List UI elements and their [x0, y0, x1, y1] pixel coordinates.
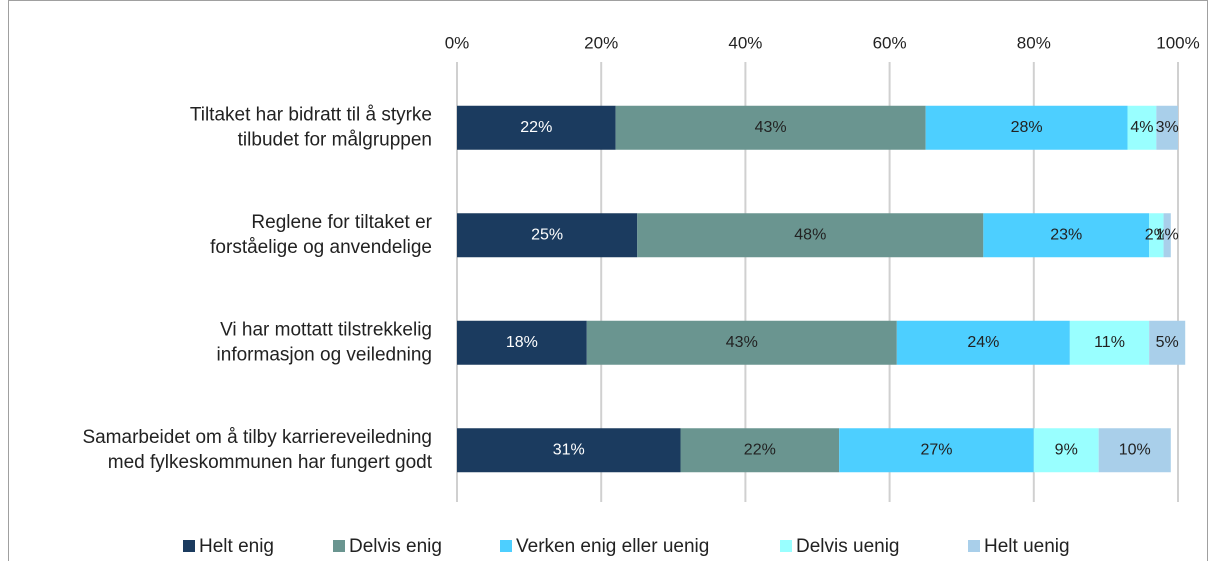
legend-swatch	[333, 540, 345, 552]
bar-segment	[457, 213, 638, 258]
bar-segment	[839, 428, 1034, 473]
data-label: 4%	[1130, 119, 1153, 136]
data-label: 43%	[726, 334, 758, 351]
bar-segment	[1163, 213, 1171, 258]
bar-segment	[1069, 320, 1150, 365]
x-tick-label: 60%	[873, 33, 907, 52]
data-label: 5%	[1156, 334, 1179, 351]
category-label: med fylkeskommunen har fungert godt	[108, 452, 433, 473]
bar-segment	[457, 428, 681, 473]
legend-label: Verken enig eller uenig	[516, 536, 709, 557]
data-label: 28%	[1011, 119, 1043, 136]
legend-label: Helt enig	[199, 536, 274, 557]
x-tick-label: 20%	[584, 33, 618, 52]
data-label: 2%	[1145, 226, 1168, 243]
data-label: 24%	[967, 334, 999, 351]
category-label: forståelige og anvendelige	[210, 237, 432, 258]
data-label: 23%	[1050, 226, 1082, 243]
bar-segment	[896, 320, 1070, 365]
data-label: 10%	[1119, 441, 1151, 458]
data-label: 22%	[744, 441, 776, 458]
bar-segment	[1098, 428, 1171, 473]
x-tick-label: 0%	[445, 33, 470, 52]
legend-swatch	[780, 540, 792, 552]
category-label: Vi har mottatt tilstrekkelig	[220, 319, 432, 340]
bar-segment	[680, 428, 840, 473]
bar-segment	[615, 105, 926, 150]
legend-label: Delvis uenig	[796, 536, 900, 557]
legend-swatch	[500, 540, 512, 552]
category-label: Tiltaket har bidratt til å styrke	[190, 104, 432, 125]
bar-segment	[925, 105, 1128, 150]
chart-border	[8, 0, 1208, 561]
category-label: tilbudet for målgruppen	[238, 129, 432, 150]
data-label: 43%	[755, 119, 787, 136]
data-label: 9%	[1055, 441, 1078, 458]
bar-segment	[1149, 213, 1164, 258]
data-label: 11%	[1094, 334, 1125, 351]
bar-segment	[983, 213, 1150, 258]
x-tick-label: 100%	[1156, 33, 1199, 52]
data-label: 25%	[531, 226, 563, 243]
x-tick-label: 80%	[1017, 33, 1051, 52]
bar-segment	[1033, 428, 1099, 473]
bar-segment	[457, 320, 587, 365]
bar-segment	[1127, 105, 1157, 150]
bar-segment	[1149, 320, 1186, 365]
bar-segment	[457, 105, 616, 150]
bar-segment	[586, 320, 897, 365]
data-label: 3%	[1156, 119, 1179, 136]
data-label: 31%	[553, 441, 585, 458]
x-tick-label: 40%	[728, 33, 762, 52]
legend-label: Helt uenig	[984, 536, 1070, 557]
category-label: Reglene for tiltaket er	[251, 212, 432, 233]
bar-segment	[637, 213, 984, 258]
legend-label: Delvis enig	[349, 536, 442, 557]
category-label: informasjon og veiledning	[217, 344, 432, 365]
data-label: 22%	[520, 119, 552, 136]
data-label: 18%	[506, 334, 538, 351]
data-label: 27%	[920, 441, 952, 458]
data-label: 48%	[794, 226, 826, 243]
legend-swatch	[183, 540, 195, 552]
category-label: Samarbeidet om å tilby karriereveilednin…	[82, 427, 432, 448]
legend-swatch	[968, 540, 980, 552]
bar-segment	[1156, 105, 1178, 150]
data-label: 1%	[1156, 226, 1179, 243]
